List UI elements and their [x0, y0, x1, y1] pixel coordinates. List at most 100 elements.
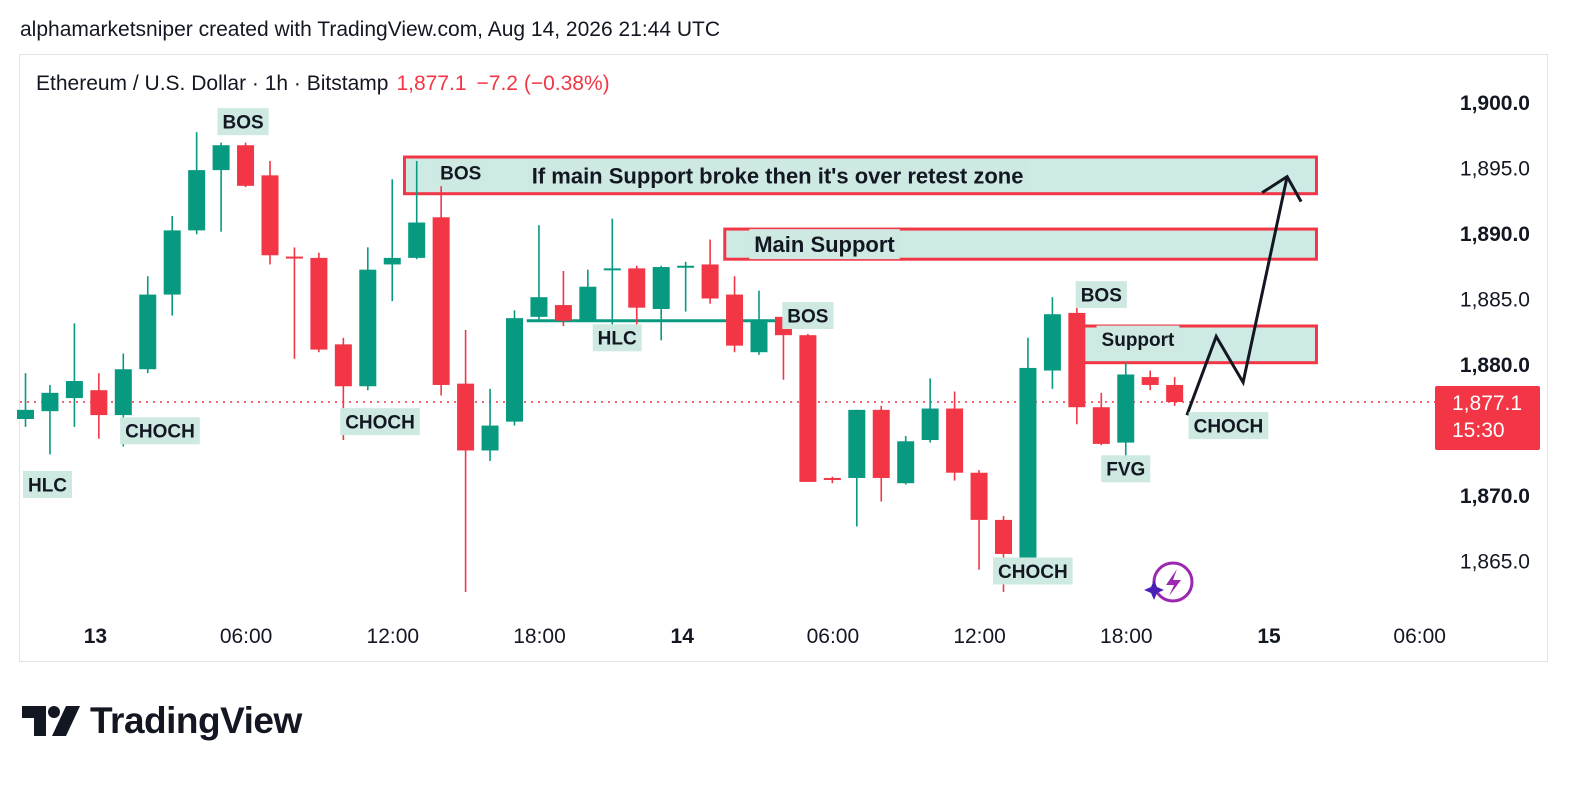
- annotation-label: HLC: [28, 475, 67, 496]
- annotation-label: BOS: [787, 306, 828, 327]
- candle: [579, 269, 597, 321]
- candle-body: [970, 472, 988, 520]
- candle-body: [310, 257, 328, 350]
- candle-body: [823, 477, 841, 480]
- price-badge-price: 1,877.1: [1452, 392, 1522, 415]
- x-tick-label: 06:00: [807, 625, 860, 648]
- candle: [432, 177, 450, 396]
- annotation-label-bg: [217, 108, 269, 136]
- candle-body: [554, 305, 572, 321]
- y-tick-label: 1,900.0: [1460, 92, 1530, 115]
- candle: [1166, 377, 1184, 406]
- candle-body: [65, 381, 83, 399]
- y-tick-label: 1,895.0: [1460, 158, 1530, 181]
- candle-body: [163, 230, 181, 295]
- candle: [212, 142, 230, 232]
- candle-body: [628, 268, 646, 308]
- candle: [554, 270, 572, 327]
- candle-body: [17, 409, 34, 420]
- annotation-label-bg: [1096, 325, 1180, 353]
- x-tick-label: 06:00: [220, 625, 273, 648]
- annotation-label-bg: [1188, 412, 1269, 440]
- projection-path: [1185, 176, 1289, 416]
- candle: [383, 179, 401, 302]
- candle-body: [237, 145, 255, 186]
- candle-body: [359, 269, 377, 387]
- candle-body: [579, 286, 597, 321]
- annotation-label-bg: [435, 159, 487, 187]
- candle-body: [1068, 312, 1086, 408]
- candle: [90, 373, 108, 439]
- candle: [163, 215, 181, 316]
- candle: [677, 261, 695, 312]
- candle: [17, 373, 34, 427]
- candle: [1019, 337, 1037, 562]
- annotation-label-bg: [592, 324, 642, 352]
- candle: [359, 247, 377, 391]
- candle: [1068, 295, 1086, 425]
- candle-body: [1141, 377, 1159, 385]
- candle-body: [408, 222, 426, 258]
- candle-body: [677, 265, 695, 268]
- candle: [65, 323, 83, 427]
- symbol-change: −7.2 (−0.38%): [476, 72, 610, 95]
- candle: [139, 276, 157, 374]
- lightning-icon: [1144, 561, 1194, 603]
- candle: [1141, 370, 1159, 391]
- annotation-label: CHOCH: [1194, 416, 1264, 437]
- candle-body: [750, 319, 768, 353]
- candle: [726, 276, 744, 353]
- y-tick-label: 1,890.0: [1460, 223, 1530, 246]
- candle-body: [1092, 407, 1110, 444]
- candle-body: [1019, 367, 1037, 558]
- candle-body: [995, 519, 1012, 554]
- candle-body: [506, 318, 523, 422]
- candle-body: [432, 217, 450, 385]
- chart-frame: [19, 54, 1548, 662]
- x-tick-label: 13: [84, 625, 107, 648]
- annotation-label: CHOCH: [998, 562, 1068, 583]
- candle: [261, 160, 279, 265]
- candle-body: [334, 344, 352, 387]
- annotation-label-bg: [1075, 281, 1127, 309]
- symbol-name: Ethereum / U.S. Dollar · 1h · Bitstamp: [36, 72, 389, 95]
- symbol-price: 1,877.1: [396, 72, 467, 95]
- tradingview-logo-icon: [22, 706, 80, 736]
- annotation-label: CHOCH: [345, 412, 415, 433]
- x-tick-label: 12:00: [367, 625, 420, 648]
- x-tick-label: 15: [1257, 625, 1281, 648]
- annotation-label: BOS: [1081, 285, 1122, 306]
- candle: [1043, 297, 1061, 389]
- zone-label: Main Support: [754, 232, 895, 257]
- tradingview-logo[interactable]: TradingView: [22, 700, 302, 742]
- annotation-label-bg: [22, 471, 73, 499]
- candle: [848, 409, 866, 527]
- candle: [188, 132, 206, 235]
- candle-body: [188, 170, 206, 231]
- symbol-info: Ethereum / U.S. Dollar · 1h · Bitstamp 1,…: [36, 72, 610, 96]
- candle-body: [921, 408, 939, 440]
- x-tick-label: 12:00: [953, 625, 1006, 648]
- candle: [408, 160, 426, 260]
- candle: [310, 252, 328, 353]
- candle: [530, 225, 548, 320]
- candle: [1117, 362, 1135, 459]
- candle-body: [481, 425, 499, 451]
- candle-body: [530, 297, 548, 317]
- y-tick-label: 1,880.0: [1460, 354, 1530, 377]
- annotation-label: BOS: [440, 164, 481, 185]
- zone-label: If main Support broke then it's over ret…: [532, 163, 1024, 188]
- y-tick-label: 1,870.0: [1460, 485, 1530, 508]
- candle: [872, 405, 890, 502]
- annotation-label-bg: [993, 557, 1073, 585]
- candle: [506, 310, 523, 426]
- candle: [970, 470, 988, 570]
- candle: [457, 329, 475, 592]
- candle-body: [139, 294, 157, 370]
- candle-body: [799, 335, 817, 482]
- candle-body: [1117, 374, 1135, 443]
- x-tick-label: 18:00: [1100, 625, 1153, 648]
- candle: [823, 476, 841, 484]
- candle: [897, 436, 915, 485]
